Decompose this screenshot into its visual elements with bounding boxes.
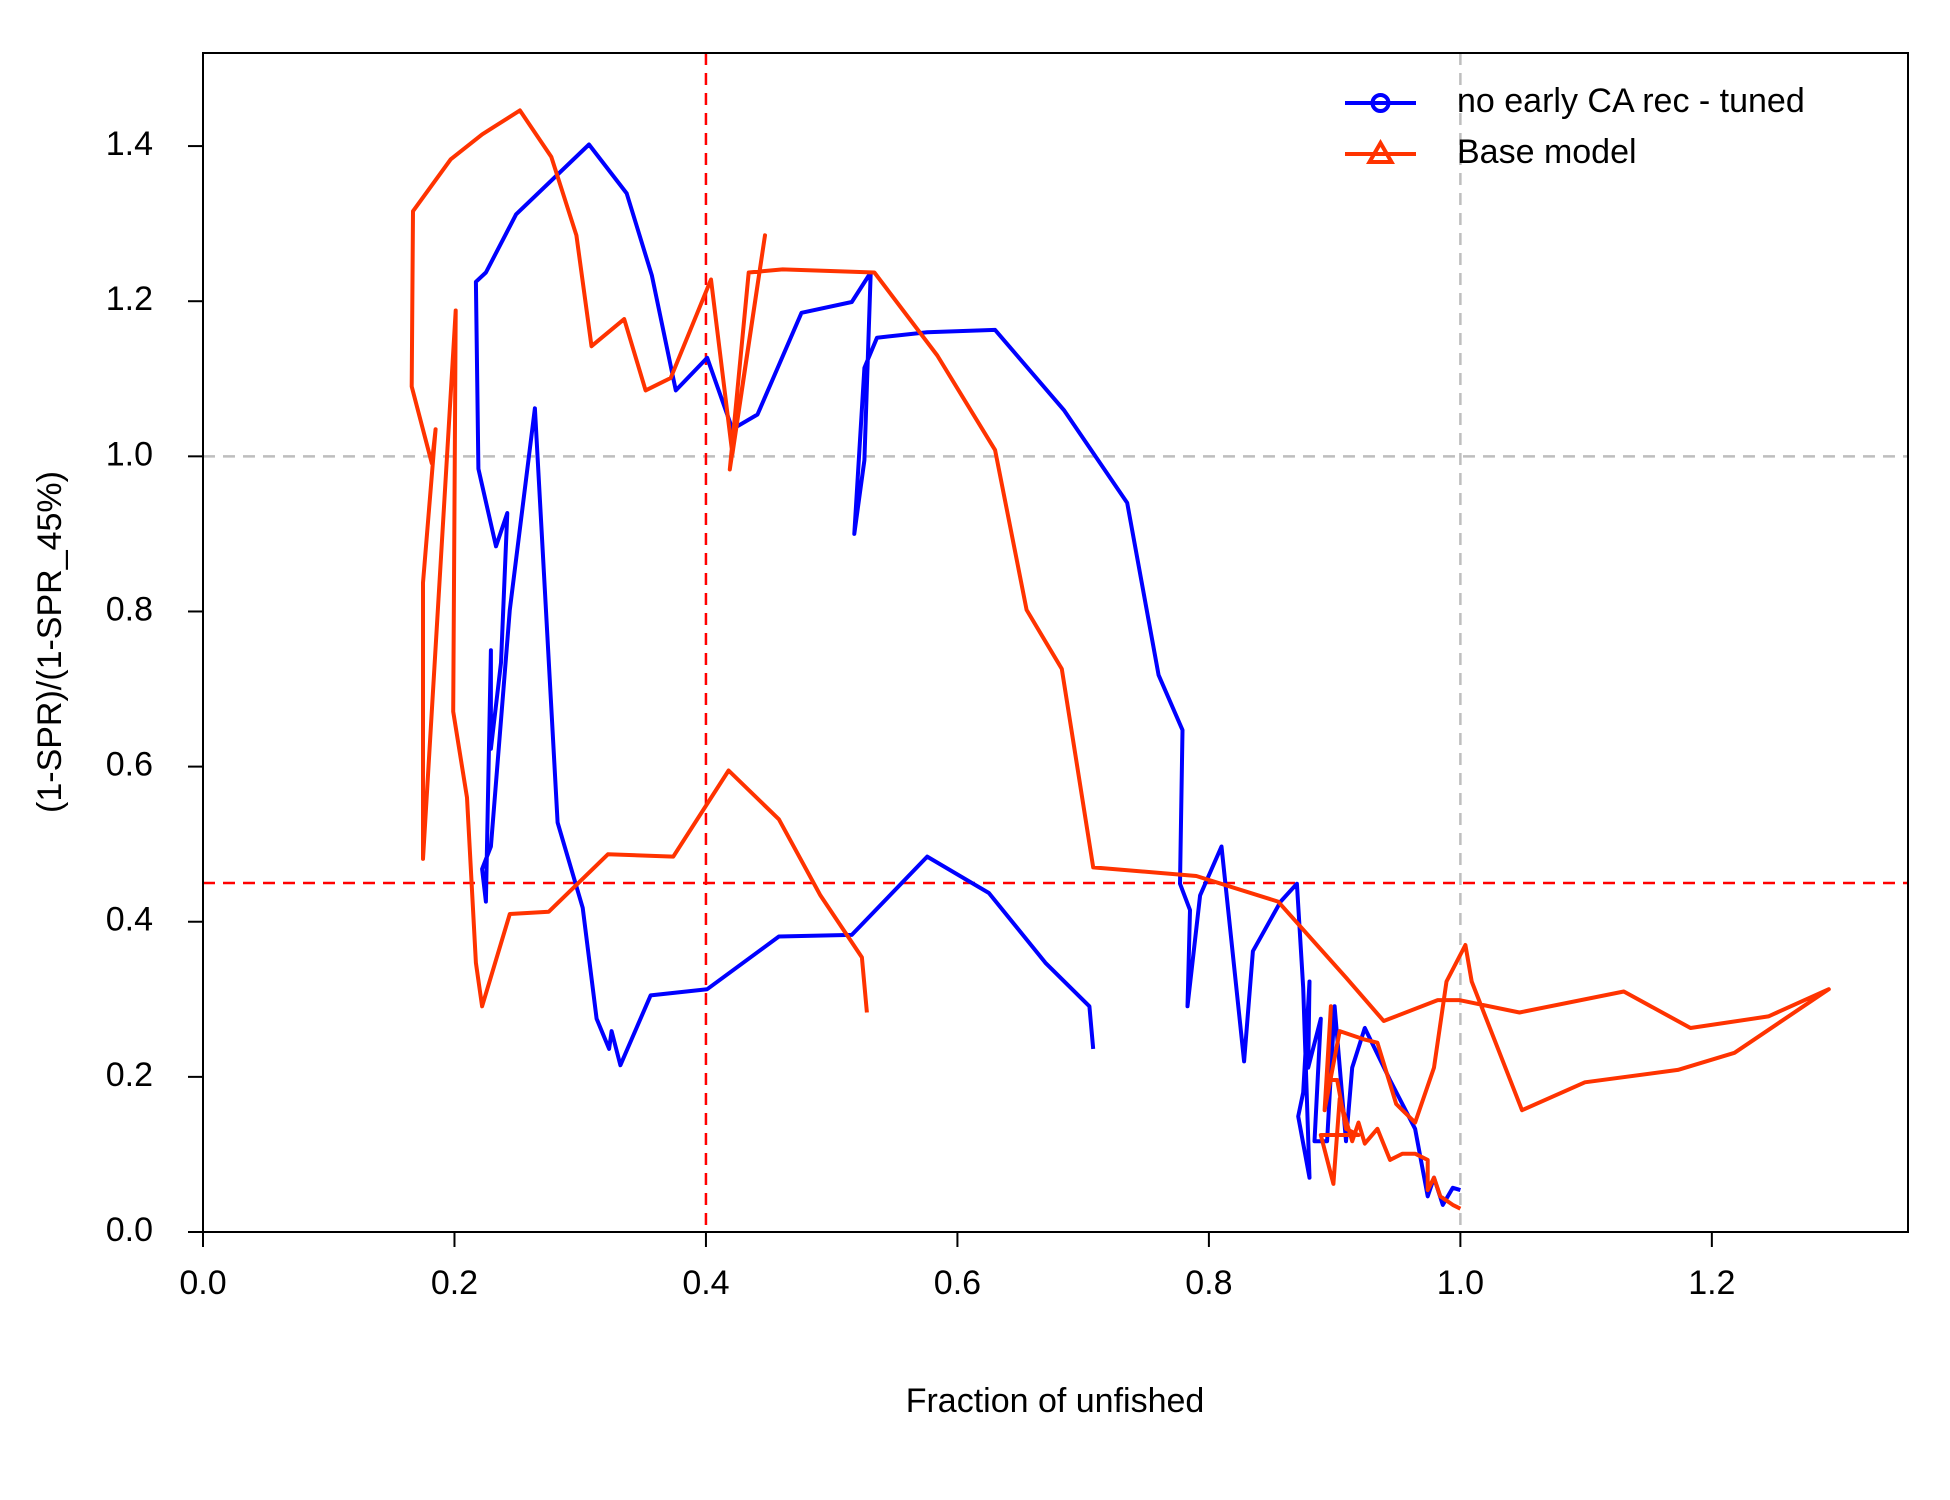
y-tick-label: 1.0 xyxy=(106,435,153,473)
x-tick-label: 1.0 xyxy=(1437,1264,1484,1302)
legend-label: Base model xyxy=(1457,133,1637,171)
legend-label: no early CA rec - tuned xyxy=(1457,82,1805,120)
legend-marker xyxy=(1370,93,1391,113)
y-tick-label: 1.2 xyxy=(106,280,153,318)
legend-marker xyxy=(1366,139,1395,164)
x-tick-label: 0.2 xyxy=(431,1264,478,1302)
x-axis-title: Fraction of unfished xyxy=(906,1382,1205,1420)
y-tick-label: 0.8 xyxy=(106,590,153,628)
x-tick-label: 0.4 xyxy=(682,1264,729,1302)
x-tick-label: 1.2 xyxy=(1688,1264,1735,1302)
y-tick-label: 0.0 xyxy=(106,1211,153,1249)
series-line xyxy=(409,108,1831,1211)
y-tick-label: 0.4 xyxy=(106,901,153,939)
x-tick-label: 0.8 xyxy=(1185,1264,1232,1302)
y-tick-label: 0.6 xyxy=(106,746,153,784)
y-tick-label: 0.2 xyxy=(106,1056,153,1094)
x-tick-label: 0.0 xyxy=(179,1264,226,1302)
x-tick-label: 0.6 xyxy=(934,1264,981,1302)
y-axis-title: (1-SPR)/(1-SPR_45%) xyxy=(31,471,69,813)
y-tick-label: 1.4 xyxy=(106,125,153,163)
series-line xyxy=(473,142,1461,1207)
plot-frame xyxy=(202,52,1909,1233)
